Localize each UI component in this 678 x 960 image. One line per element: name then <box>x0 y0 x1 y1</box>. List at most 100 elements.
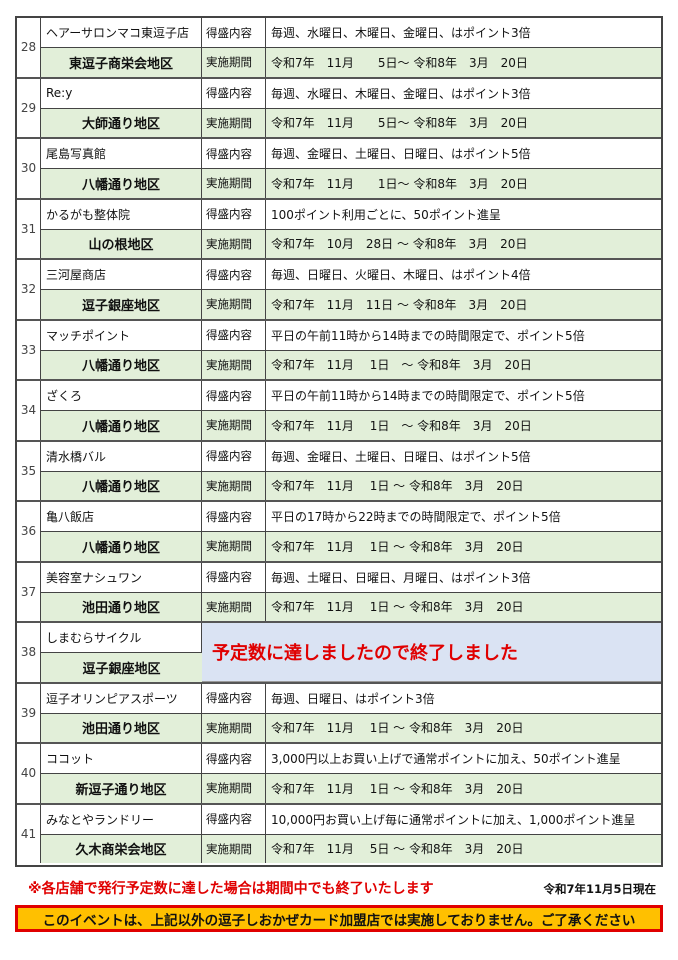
as-of-date: 令和7年11月5日現在 <box>543 882 656 896</box>
period-label: 実施期間 <box>202 834 266 863</box>
period-value: 令和7年 11月 11日 ～ 令和8年 3月 20日 <box>266 290 661 319</box>
store-area: 逗子銀座地区 <box>41 653 202 682</box>
store-number: 31 <box>17 199 41 258</box>
benefit-content: 毎週、日曜日、火曜日、木曜日、はポイント4倍 <box>266 260 661 290</box>
content-label: 得盛内容 <box>202 502 266 532</box>
store-area: 八幡通り地区 <box>41 471 202 500</box>
content-label: 得盛内容 <box>202 199 266 230</box>
period-label: 実施期間 <box>202 713 266 742</box>
store-area: 池田通り地区 <box>41 713 202 742</box>
store-area: 八幡通り地区 <box>41 169 202 198</box>
period-label: 実施期間 <box>202 774 266 803</box>
benefit-content: 毎週、水曜日、木曜日、金曜日、はポイント3倍 <box>266 79 661 109</box>
benefit-content: 毎週、金曜日、土曜日、日曜日、はポイント5倍 <box>266 139 661 169</box>
store-area: 八幡通り地区 <box>41 350 202 379</box>
store-area: 池田通り地区 <box>41 592 202 621</box>
store-row: 37 美容室ナシュワン 得盛内容 毎週、土曜日、日曜日、月曜日、はポイント3倍 池… <box>17 562 661 623</box>
benefit-content: 平日の午前11時から14時までの時間限定で、ポイント5倍 <box>266 381 661 411</box>
store-row: 39 逗子オリンピアスポーツ 得盛内容 毎週、日曜日、はポイント3倍 池田通り地区… <box>17 683 661 744</box>
store-name: 尾島写真館 <box>41 139 202 169</box>
store-row: 30 尾島写真館 得盛内容 毎週、金曜日、土曜日、日曜日、はポイント5倍 八幡通り… <box>17 139 661 200</box>
store-area: 逗子銀座地区 <box>41 290 202 319</box>
store-name: かるがも整体院 <box>41 199 202 230</box>
period-value: 令和7年 11月 1日～ 令和8年 3月 20日 <box>266 169 661 198</box>
benefit-content: 毎週、日曜日、はポイント3倍 <box>266 684 661 714</box>
store-row: 32 三河屋商店 得盛内容 毎週、日曜日、火曜日、木曜日、はポイント4倍 逗子銀座… <box>17 260 661 321</box>
store-row: 36 亀八飯店 得盛内容 平日の17時から22時までの時間限定で、ポイント5倍 八… <box>17 502 661 563</box>
store-name: ココット <box>41 744 202 774</box>
store-area: 東逗子商栄会地区 <box>41 48 202 77</box>
content-label: 得盛内容 <box>202 562 266 593</box>
store-row: 35 清水橋バル 得盛内容 毎週、金曜日、土曜日、日曜日、はポイント5倍 八幡通り… <box>17 441 661 502</box>
benefit-content: 毎週、水曜日、木曜日、金曜日、はポイント3倍 <box>266 18 661 48</box>
store-row: 40 ココット 得盛内容 3,000円以上お買い上げで通常ポイントに加え、50ポイ… <box>17 744 661 805</box>
store-name: Re:y <box>41 78 202 109</box>
benefit-content: 毎週、土曜日、日曜日、月曜日、はポイント3倍 <box>266 563 661 593</box>
benefit-content: 平日の17時から22時までの時間限定で、ポイント5倍 <box>266 502 661 532</box>
store-number: 29 <box>17 78 41 137</box>
period-label: 実施期間 <box>202 471 266 500</box>
store-name: みなとやランドリー <box>41 804 202 835</box>
store-name: ざくろ <box>41 381 202 411</box>
period-value: 令和7年 11月 5日～ 令和8年 3月 20日 <box>266 48 661 77</box>
period-value: 令和7年 11月 1日 ～ 令和8年 3月 20日 <box>266 411 661 440</box>
store-table: 28 ヘアーサロンマコ東逗子店 得盛内容 毎週、水曜日、木曜日、金曜日、はポイント… <box>15 16 663 867</box>
store-row: 31 かるがも整体院 得盛内容 100ポイント利用ごとに、50ポイント進呈 山の根… <box>17 199 661 260</box>
benefit-content: 100ポイント利用ごとに、50ポイント進呈 <box>266 200 661 230</box>
store-name: 美容室ナシュワン <box>41 562 202 593</box>
period-label: 実施期間 <box>202 411 266 440</box>
store-name: しまむらサイクル <box>41 623 202 653</box>
store-name: 清水橋バル <box>41 441 202 472</box>
store-number: 39 <box>17 683 41 742</box>
period-value: 令和7年 11月 5日 ～ 令和8年 3月 20日 <box>266 834 661 863</box>
content-label: 得盛内容 <box>202 683 266 714</box>
period-value: 令和7年 11月 1日 ～ 令和8年 3月 20日 <box>266 713 661 742</box>
store-name: 逗子オリンピアスポーツ <box>41 683 202 714</box>
store-row: 34 ざくろ 得盛内容 平日の午前11時から14時までの時間限定で、ポイント5倍 … <box>17 381 661 442</box>
store-row: 29 Re:y 得盛内容 毎週、水曜日、木曜日、金曜日、はポイント3倍 大師通り地… <box>17 78 661 139</box>
period-value: 令和7年 11月 1日 ～ 令和8年 3月 20日 <box>266 592 661 621</box>
store-row: 38 しまむらサイクル 予定数に達しましたので終了しました 逗子銀座地区 <box>17 623 661 684</box>
period-label: 実施期間 <box>202 350 266 379</box>
store-number: 34 <box>17 381 41 440</box>
store-number: 35 <box>17 441 41 500</box>
store-number: 36 <box>17 502 41 561</box>
content-label: 得盛内容 <box>202 78 266 109</box>
store-area: 八幡通り地区 <box>41 411 202 440</box>
benefit-content: 10,000円お買い上げ毎に通常ポイントに加え、1,000ポイント進呈 <box>266 805 661 835</box>
period-label: 実施期間 <box>202 229 266 258</box>
benefit-content: 平日の午前11時から14時までの時間限定で、ポイント5倍 <box>266 321 661 351</box>
store-area: 大師通り地区 <box>41 108 202 137</box>
period-value: 令和7年 11月 1日 ～ 令和8年 3月 20日 <box>266 532 661 561</box>
benefit-content: 毎週、金曜日、土曜日、日曜日、はポイント5倍 <box>266 442 661 472</box>
end-notice: ※各店舗で発行予定数に達した場合は期間中でも終了いたします <box>28 881 434 897</box>
store-name: ヘアーサロンマコ東逗子店 <box>41 18 202 48</box>
content-label: 得盛内容 <box>202 744 266 774</box>
content-label: 得盛内容 <box>202 320 266 351</box>
store-row: 28 ヘアーサロンマコ東逗子店 得盛内容 毎週、水曜日、木曜日、金曜日、はポイント… <box>17 18 661 79</box>
period-value: 令和7年 10月 28日 ～ 令和8年 3月 20日 <box>266 229 661 258</box>
store-number: 41 <box>17 804 41 863</box>
content-label: 得盛内容 <box>202 18 266 48</box>
content-label: 得盛内容 <box>202 260 266 290</box>
content-label: 得盛内容 <box>202 381 266 411</box>
period-label: 実施期間 <box>202 592 266 621</box>
notice-banner: このイベントは、上記以外の逗子しおかぜカード加盟店では実施しておりません。ご了承… <box>15 905 663 932</box>
period-label: 実施期間 <box>202 169 266 198</box>
period-label: 実施期間 <box>202 48 266 77</box>
store-number: 32 <box>17 260 41 319</box>
store-number: 37 <box>17 562 41 621</box>
store-number: 40 <box>17 744 41 803</box>
period-value: 令和7年 11月 1日 ～ 令和8年 3月 20日 <box>266 471 661 500</box>
store-number: 33 <box>17 320 41 379</box>
content-label: 得盛内容 <box>202 139 266 169</box>
store-number: 38 <box>17 623 41 682</box>
period-label: 実施期間 <box>202 290 266 319</box>
content-label: 得盛内容 <box>202 804 266 835</box>
period-label: 実施期間 <box>202 108 266 137</box>
store-number: 30 <box>17 139 41 198</box>
store-name: マッチポイント <box>41 320 202 351</box>
period-label: 実施期間 <box>202 532 266 561</box>
ended-message: 予定数に達しましたので終了しました <box>202 623 661 682</box>
period-value: 令和7年 11月 1日 ～ 令和8年 3月 20日 <box>266 350 661 379</box>
